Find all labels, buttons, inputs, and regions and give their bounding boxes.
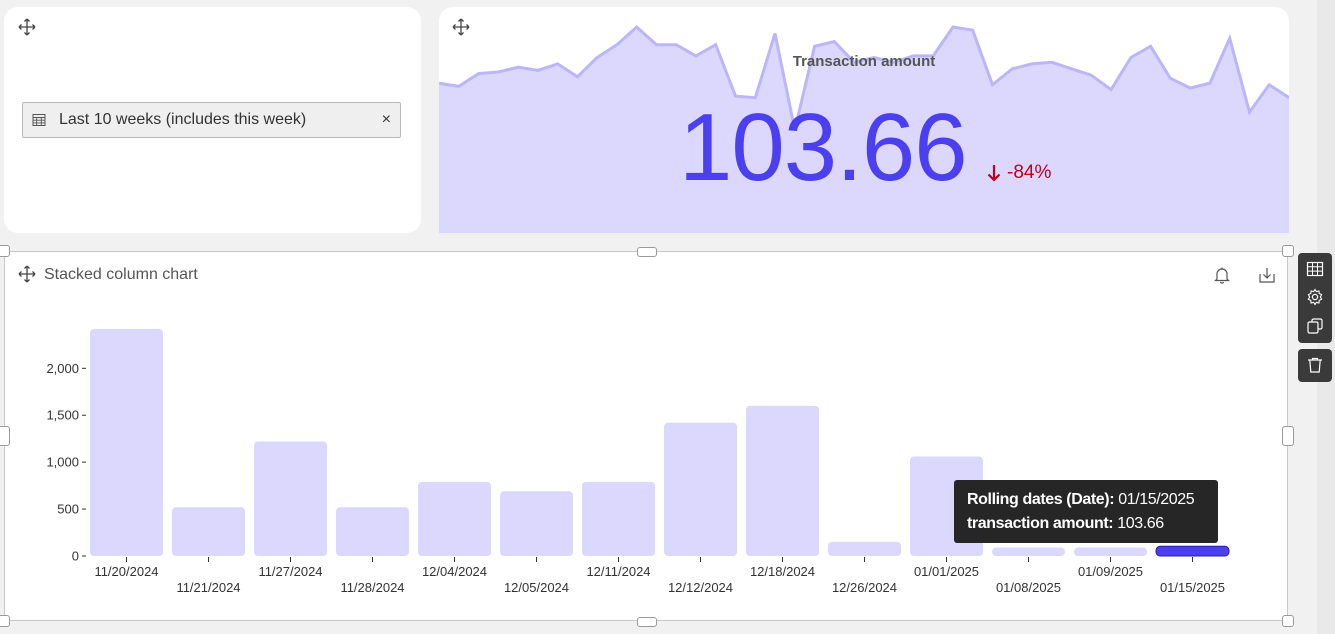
bar [664,422,737,556]
resize-handle-top-right[interactable] [1282,245,1294,257]
resize-handle-right[interactable] [1282,426,1294,446]
resize-handle-top[interactable] [637,247,657,257]
bar [828,541,901,556]
y-tick-label: 1,500 [46,408,79,423]
tooltip-amount-label: transaction amount: [967,515,1114,532]
kpi-card: Transaction amount 103.66 -84% [439,7,1289,233]
kpi-value: 103.66 [679,94,968,201]
x-tick-label: 01/09/2025 [1078,564,1143,579]
trash-icon[interactable] [1306,356,1324,374]
bar [90,328,163,556]
x-tick-label: 11/27/2024 [258,564,322,579]
resize-handle-top-left[interactable] [0,245,10,257]
x-tick-label: 12/12/2024 [668,580,733,595]
resize-handle-bottom-right[interactable] [1282,615,1294,627]
sparkline-line [439,24,1289,131]
bar [254,441,327,556]
bar [418,481,491,556]
chart-card[interactable]: 0 500 1,000 1,500 2,000 11/20/2024 11/21/2024 1… [4,251,1288,621]
chart-title: Stacked column chart [44,266,198,283]
x-tick-label: 12/05/2024 [504,580,569,595]
bar [1074,547,1147,556]
date-range-filter[interactable]: Last 10 weeks (includes this week) × [22,102,401,138]
bar [992,547,1065,556]
kpi-delta-value: -84% [1007,162,1052,183]
sparkline-area [439,27,1289,233]
tooltip-date-label: Rolling dates (Date): [967,491,1115,508]
y-tick-label: 2,000 [46,361,79,376]
bar [1155,545,1230,557]
sparkline [439,24,1289,233]
date-range-label: Last 10 weeks (includes this week) [59,111,307,128]
table-icon[interactable] [1306,260,1324,278]
x-tick-label: 12/11/2024 [586,564,650,579]
x-tick-label: 01/01/2025 [914,564,979,579]
x-tick-label: 11/21/2024 [176,580,240,595]
filter-card: Last 10 weeks (includes this week) × [4,7,421,233]
tooltip-amount-value: 103.66 [1117,515,1164,532]
bell-icon[interactable] [1213,266,1231,284]
move-icon[interactable] [18,18,36,36]
kpi-title: Transaction amount [792,53,936,70]
bar [746,405,819,556]
y-tick-label: 0 [72,549,79,564]
calendar-icon [32,114,46,126]
y-tick-label: 500 [57,502,79,517]
x-tick-label: 12/26/2024 [832,580,897,595]
y-tick-label: 1,000 [46,455,79,470]
clear-filter-icon[interactable]: × [381,111,391,128]
arrow-down-icon [987,165,1001,182]
duplicate-icon[interactable] [1306,317,1324,335]
download-icon[interactable] [1258,266,1276,284]
delete-toolbar [1298,349,1332,382]
x-tick-label: 01/15/2025 [1160,580,1225,595]
move-icon[interactable] [452,18,470,36]
resize-handle-bottom[interactable] [637,617,657,627]
x-tick-label: 01/08/2025 [996,580,1061,595]
move-icon[interactable] [18,265,36,283]
tooltip-date-value: 01/15/2025 [1118,491,1195,508]
x-tick-label: 11/28/2024 [340,580,404,595]
column-chart: 0 500 1,000 1,500 2,000 11/20/2024 11/21/2024 1… [46,328,1230,595]
resize-handle-bottom-left[interactable] [0,615,10,627]
x-tick-label: 12/18/2024 [750,564,815,579]
gear-icon[interactable] [1306,288,1324,306]
widget-toolbar [1298,253,1332,343]
bar [336,507,409,556]
resize-handle-left[interactable] [0,426,10,446]
kpi-delta: -84% [987,162,1051,184]
chart-tooltip: Rolling dates (Date): 01/15/2025 transac… [954,480,1218,543]
bar [500,491,573,556]
bar [172,507,245,556]
bar [582,481,655,556]
x-tick-label: 12/04/2024 [422,564,487,579]
x-tick-label: 11/20/2024 [94,564,158,579]
